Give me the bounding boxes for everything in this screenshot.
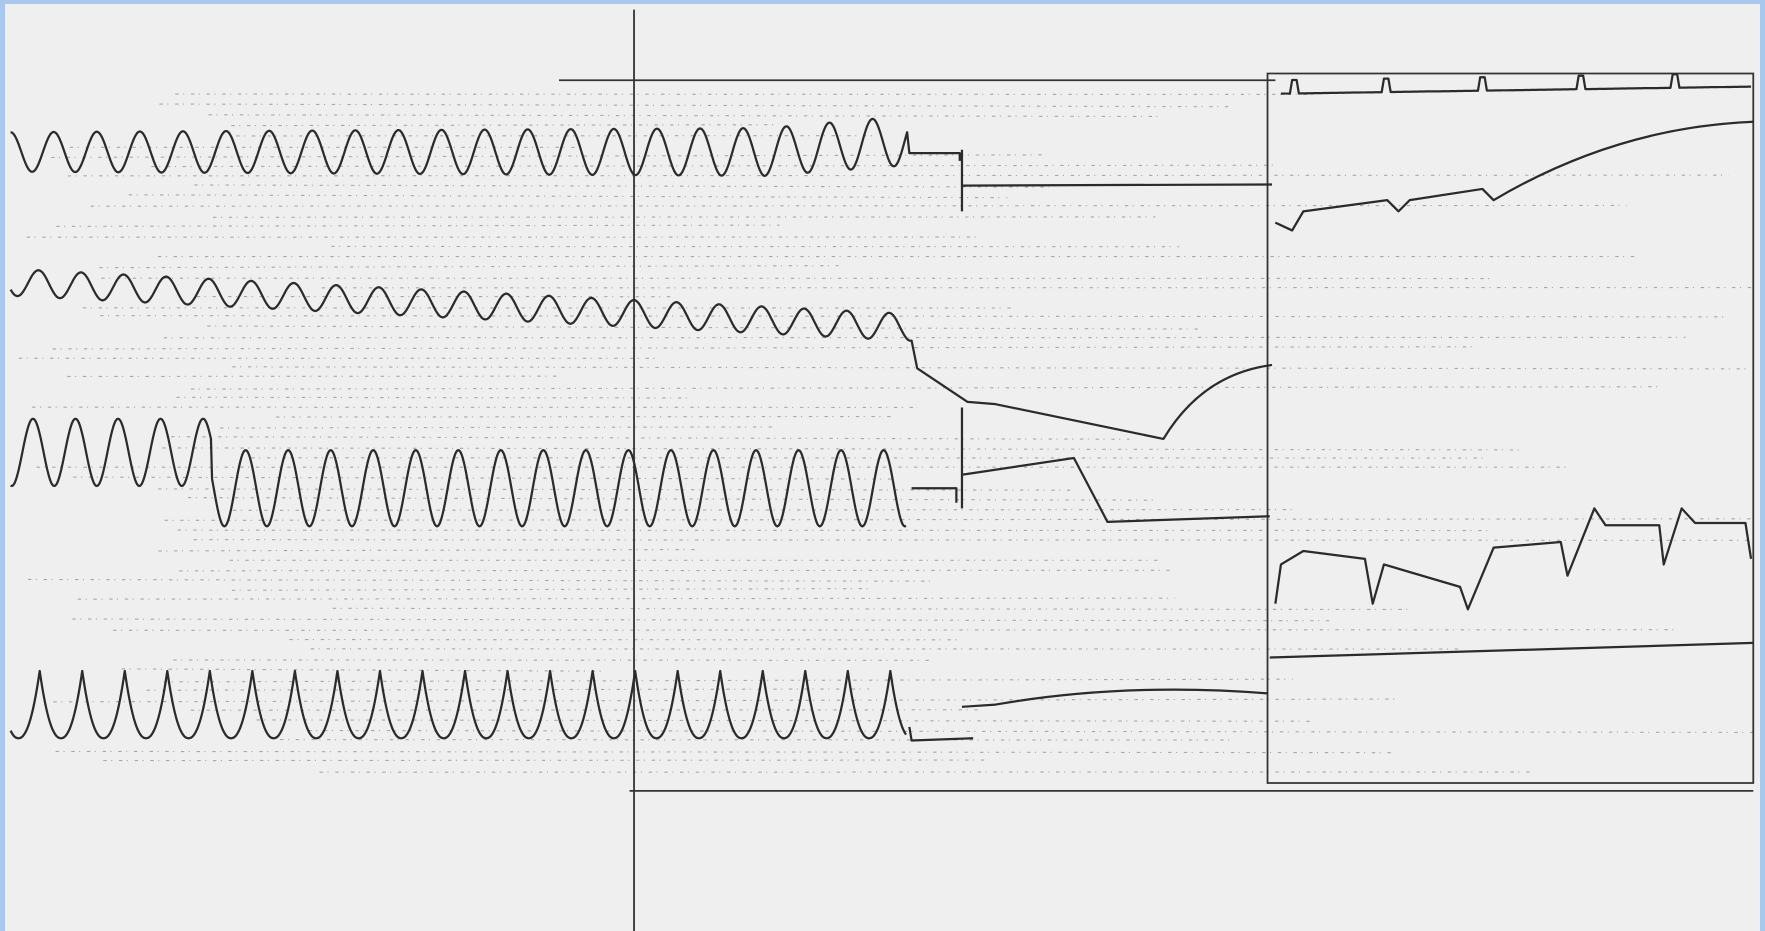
texture-line (72, 618, 1330, 622)
texture-line (55, 750, 1395, 754)
texture-line (193, 539, 1754, 541)
texture-line (77, 597, 1176, 600)
texture-line (159, 103, 1231, 108)
texture-line (67, 174, 1729, 177)
trace-1 (10, 117, 1273, 212)
texture-line (308, 729, 1754, 733)
texture-line (90, 204, 1627, 207)
texture-line (158, 548, 700, 552)
texture-line (103, 759, 986, 762)
texture-line (52, 346, 1477, 350)
paper-texture (18, 93, 1754, 773)
texture-line (190, 386, 1662, 390)
texture-line (231, 588, 870, 591)
texture-line (27, 578, 931, 582)
texture-line (256, 719, 1311, 722)
texture-line (176, 396, 689, 399)
recording-scan (5, 4, 1760, 931)
texture-line (332, 607, 1414, 611)
texture-line (163, 678, 1293, 683)
texture-line (179, 569, 1174, 572)
inset-trace-rise (1274, 120, 1754, 232)
texture-line (232, 509, 1295, 511)
traces (9, 73, 1754, 742)
inset-trace-base (1269, 641, 1754, 659)
inset-trace-top (1280, 73, 1752, 95)
inset-trace-low (1274, 507, 1753, 611)
texture-line (164, 518, 1754, 521)
texture-line (73, 476, 896, 480)
inset-frame (1266, 72, 1755, 784)
texture-line (162, 447, 1520, 451)
texture-line (187, 497, 1155, 501)
texture-line (208, 114, 1163, 118)
texture-line (146, 688, 870, 691)
texture-line (100, 315, 1726, 318)
texture-line (171, 436, 1130, 440)
texture-line (231, 124, 774, 127)
texture-line (56, 224, 780, 227)
texture-line (99, 265, 839, 269)
texture-line (121, 668, 604, 672)
texture-line (232, 366, 1751, 370)
texture-line (276, 415, 892, 418)
texture-line (51, 154, 1046, 158)
texture-line (207, 325, 1199, 330)
texture-line (220, 426, 775, 429)
texture-line (128, 194, 1008, 199)
trace-2 (9, 269, 1273, 441)
texture-line (53, 698, 1398, 703)
trace-3 (10, 407, 1270, 528)
texture-line (113, 629, 1679, 631)
texture-line (194, 184, 1049, 188)
trace-4 (9, 669, 1268, 742)
texture-line (158, 488, 1071, 491)
